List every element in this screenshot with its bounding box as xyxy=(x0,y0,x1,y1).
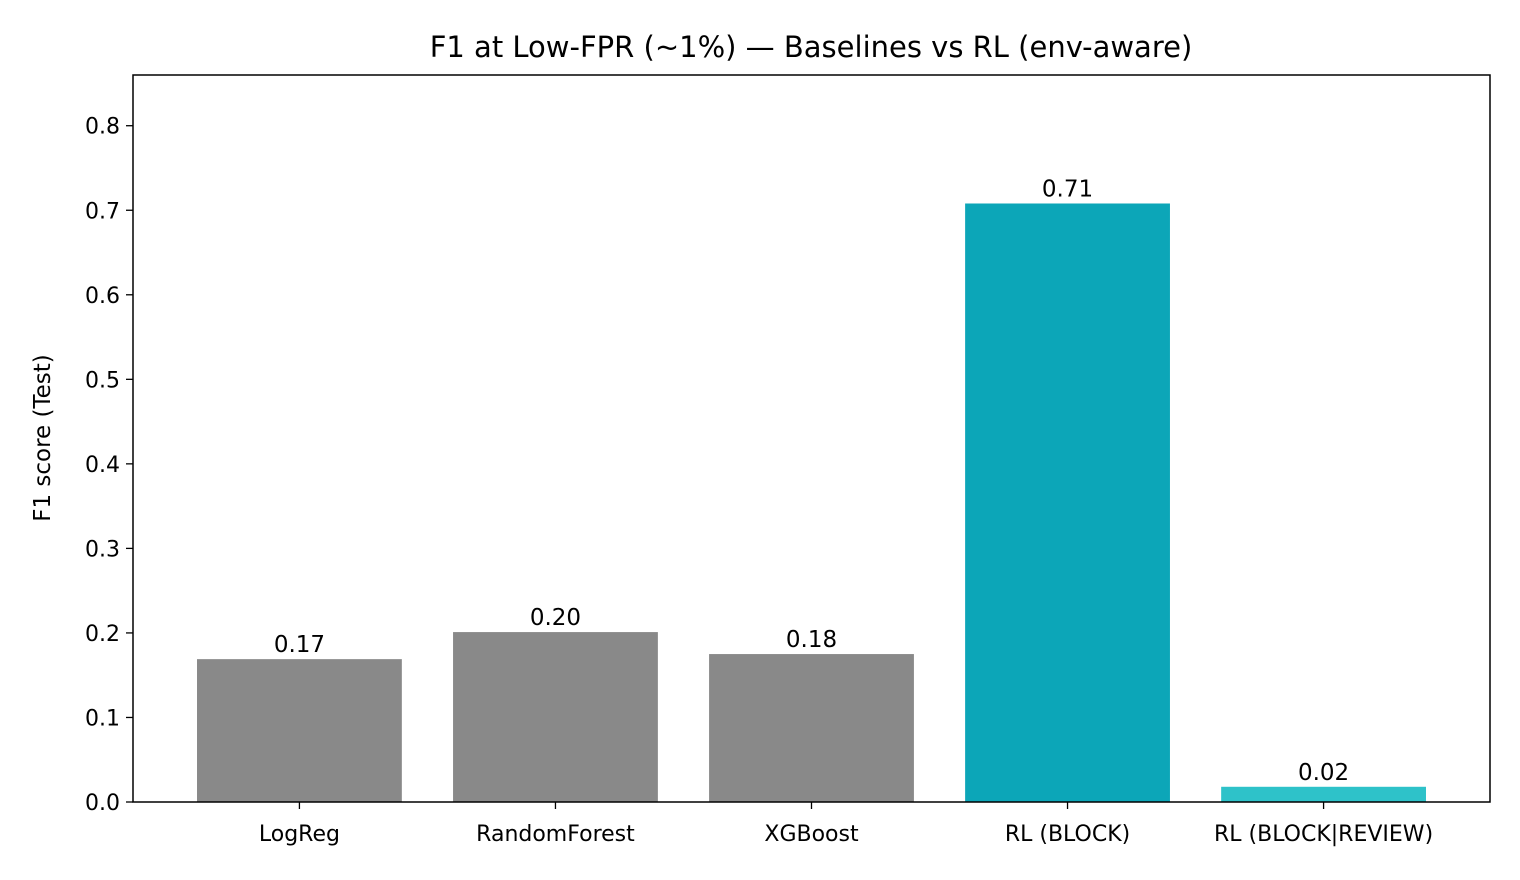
bar-1 xyxy=(453,632,658,802)
y-tick-label-2: 0.2 xyxy=(85,622,120,647)
y-tick-label-3: 0.3 xyxy=(85,537,120,562)
x-tick-label-4: RL (BLOCK|REVIEW) xyxy=(1214,822,1433,847)
bar-0 xyxy=(197,659,402,802)
y-tick-label-5: 0.5 xyxy=(85,368,120,393)
chart-title: F1 at Low-FPR (~1%) — Baselines vs RL (e… xyxy=(430,30,1193,64)
bars-group xyxy=(197,203,1426,802)
y-tick-label-8: 0.8 xyxy=(85,115,120,140)
data-label-2: 0.18 xyxy=(786,627,837,653)
y-tick-label-4: 0.4 xyxy=(85,453,120,478)
ticks-group: LogReg RandomForest XGBoost RL (BLOCK) RL (B… xyxy=(85,115,1433,847)
data-label-4: 0.02 xyxy=(1298,760,1349,786)
x-tick-label-2: XGBoost xyxy=(764,822,859,847)
y-tick-label-0: 0.0 xyxy=(85,791,120,816)
bar-4 xyxy=(1221,786,1426,802)
bar-2 xyxy=(709,654,914,802)
data-labels-group: 0.17 0.20 0.18 0.71 0.02 xyxy=(274,176,1349,785)
y-tick-label-6: 0.6 xyxy=(85,284,120,309)
data-label-1: 0.20 xyxy=(530,605,581,631)
y-tick-label-1: 0.1 xyxy=(85,706,120,731)
x-tick-label-0: LogReg xyxy=(259,822,340,847)
x-tick-label-3: RL (BLOCK) xyxy=(1005,822,1130,847)
y-tick-label-7: 0.7 xyxy=(85,199,120,224)
plot-frame xyxy=(132,74,1491,803)
x-tick-label-1: RandomForest xyxy=(476,822,635,847)
bar-3 xyxy=(965,203,1170,802)
data-label-0: 0.17 xyxy=(274,632,325,658)
y-axis-label: F1 score (Test) xyxy=(30,354,56,522)
data-label-3: 0.71 xyxy=(1042,176,1093,202)
